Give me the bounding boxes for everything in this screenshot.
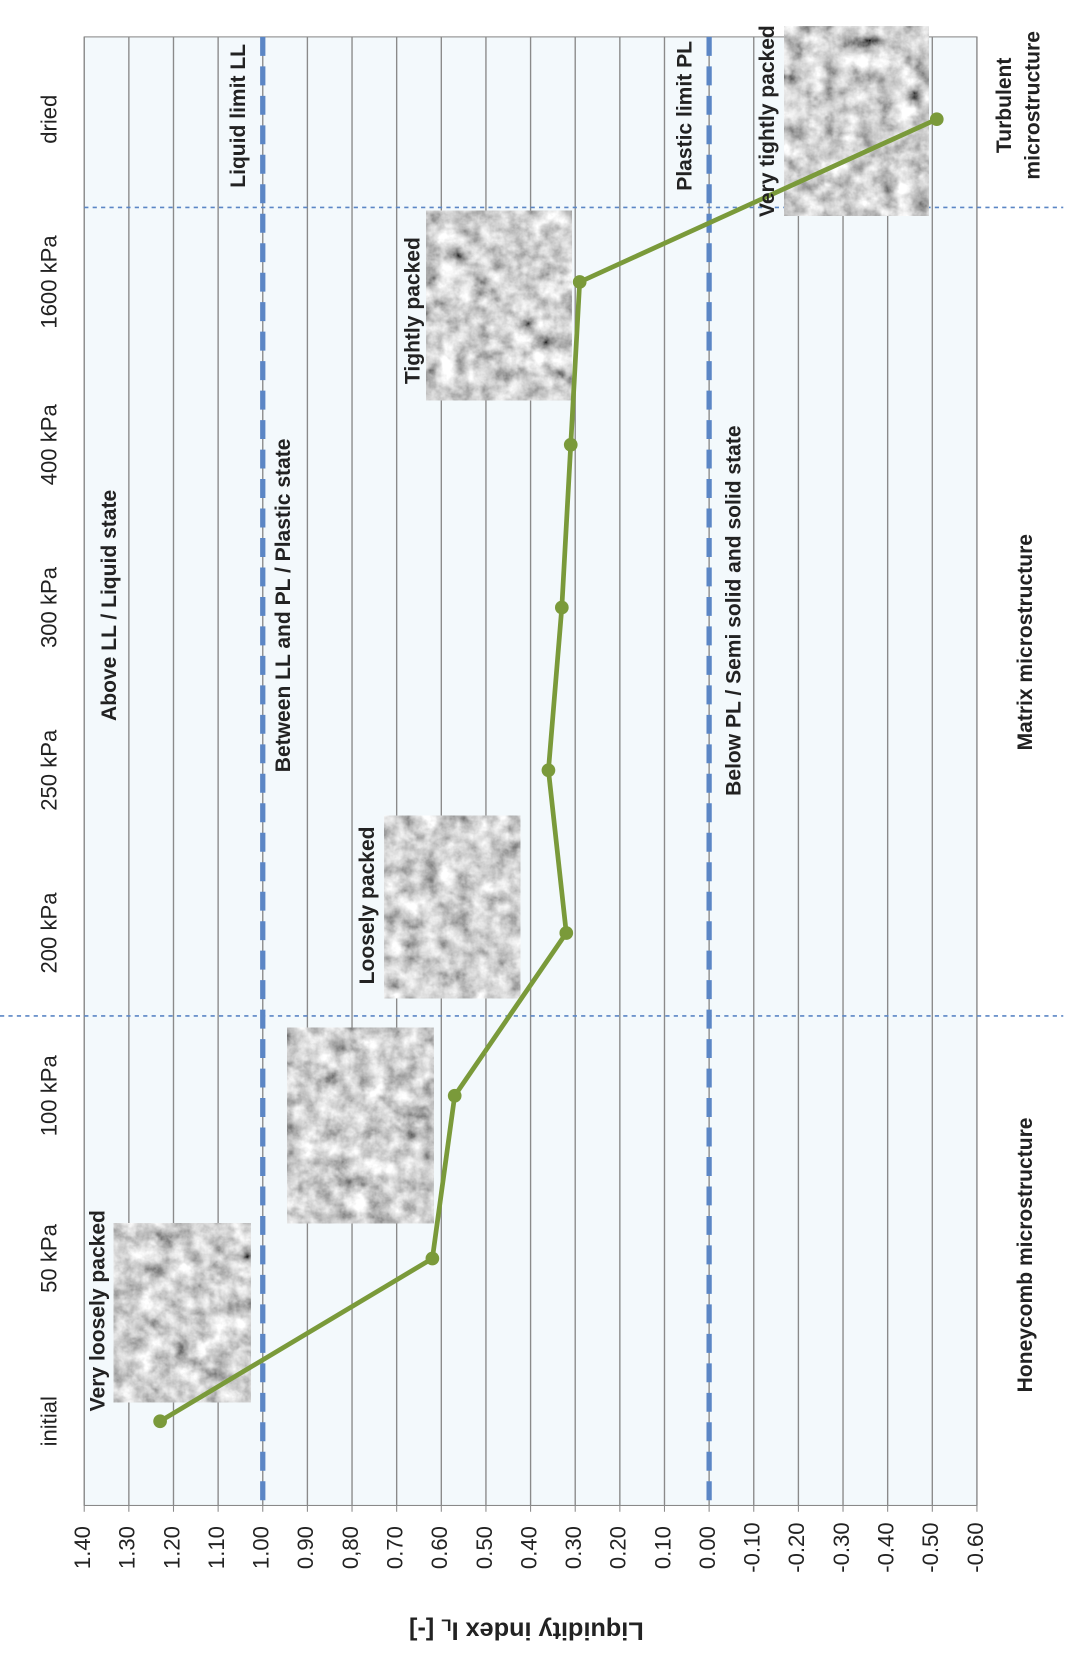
x-tick-label: 0.30 bbox=[561, 1526, 586, 1569]
category-label: 250 kPa bbox=[36, 729, 61, 811]
x-axis-title-part: Liquidity index I bbox=[452, 1617, 644, 1645]
sem-image bbox=[426, 210, 572, 401]
x-tick-label: 0.50 bbox=[472, 1526, 497, 1569]
data-point bbox=[153, 1414, 167, 1429]
data-point bbox=[563, 437, 578, 452]
data-point bbox=[447, 1088, 462, 1103]
x-tick-label: 0.60 bbox=[427, 1526, 452, 1569]
x-tick-label: 0.20 bbox=[606, 1526, 631, 1569]
x-tick-label: -0.30 bbox=[829, 1522, 854, 1572]
microstructure-label: Honeycomb microstructure bbox=[1014, 1117, 1037, 1392]
microstructure-label: microstructure bbox=[1021, 31, 1044, 180]
category-label: 100 kPa bbox=[36, 1054, 61, 1136]
state-label: Above LL / Liquid state bbox=[98, 490, 121, 721]
x-tick-label: 1.40 bbox=[70, 1526, 95, 1569]
image-label: Very tightly packed bbox=[756, 25, 779, 217]
category-label: 400 kPa bbox=[36, 403, 61, 485]
image-label: Very loosely packed bbox=[87, 1210, 110, 1411]
foreground: 1.40 1.30 1.20 1.10 1.00 0.90 0,80 0.70 0.60 0.50… bbox=[36, 25, 1044, 1645]
microstructure-label: Matrix microstructure bbox=[1014, 534, 1037, 750]
x-tick-label: 0.00 bbox=[695, 1526, 720, 1569]
x-tick-label: 1.30 bbox=[115, 1526, 140, 1569]
x-axis-title: Liquidity index IL [-] bbox=[409, 1615, 644, 1645]
x-axis-title-part: L bbox=[441, 1615, 451, 1634]
state-label: Below PL / Semi solid and solid state bbox=[722, 425, 745, 795]
data-point bbox=[541, 763, 556, 778]
data-point bbox=[572, 275, 587, 289]
category-label: dried bbox=[36, 95, 61, 144]
x-tick-label: -0.60 bbox=[963, 1522, 988, 1572]
x-tick-label: -0.10 bbox=[740, 1522, 765, 1572]
category-label: 1600 kPa bbox=[36, 235, 61, 329]
data-point bbox=[929, 112, 944, 127]
sem-image bbox=[113, 1223, 251, 1403]
category-label: initial bbox=[36, 1396, 61, 1446]
x-tick-label: 0,80 bbox=[338, 1526, 363, 1569]
x-tick-label: 0.70 bbox=[383, 1526, 408, 1569]
category-label: 300 kPa bbox=[36, 566, 61, 648]
x-tick-label: 1.10 bbox=[204, 1526, 229, 1569]
state-label: Between LL and PL / Plastic state bbox=[272, 438, 295, 772]
sem-images bbox=[113, 26, 929, 1403]
sem-image bbox=[287, 1027, 434, 1224]
x-tick-label: -0.50 bbox=[918, 1522, 943, 1572]
data-point bbox=[425, 1251, 440, 1266]
x-tick-label: 1.20 bbox=[159, 1526, 184, 1569]
sem-image bbox=[384, 815, 521, 999]
x-axis-title-part: [-] bbox=[409, 1617, 441, 1645]
category-label: 200 kPa bbox=[36, 892, 61, 974]
reference-label: Plastic limit PL bbox=[674, 41, 697, 191]
image-label: Loosely packed bbox=[356, 826, 379, 984]
x-tick-label: 0.10 bbox=[650, 1526, 675, 1569]
x-tick-label: 0.40 bbox=[516, 1526, 541, 1569]
x-tick-label: 1.00 bbox=[249, 1526, 274, 1569]
reference-label: Liquid limit LL bbox=[227, 44, 250, 188]
data-point bbox=[554, 600, 569, 615]
microstructure-label: Turbulent bbox=[993, 58, 1016, 153]
image-label: Tightly packed bbox=[401, 237, 424, 384]
x-tick-label: -0.40 bbox=[874, 1522, 899, 1572]
category-label: 50 kPa bbox=[36, 1223, 61, 1292]
sem-image bbox=[784, 26, 929, 216]
x-tick-label: 0.90 bbox=[293, 1526, 318, 1569]
x-tick-label: -0.20 bbox=[784, 1522, 809, 1572]
data-point bbox=[559, 926, 574, 940]
